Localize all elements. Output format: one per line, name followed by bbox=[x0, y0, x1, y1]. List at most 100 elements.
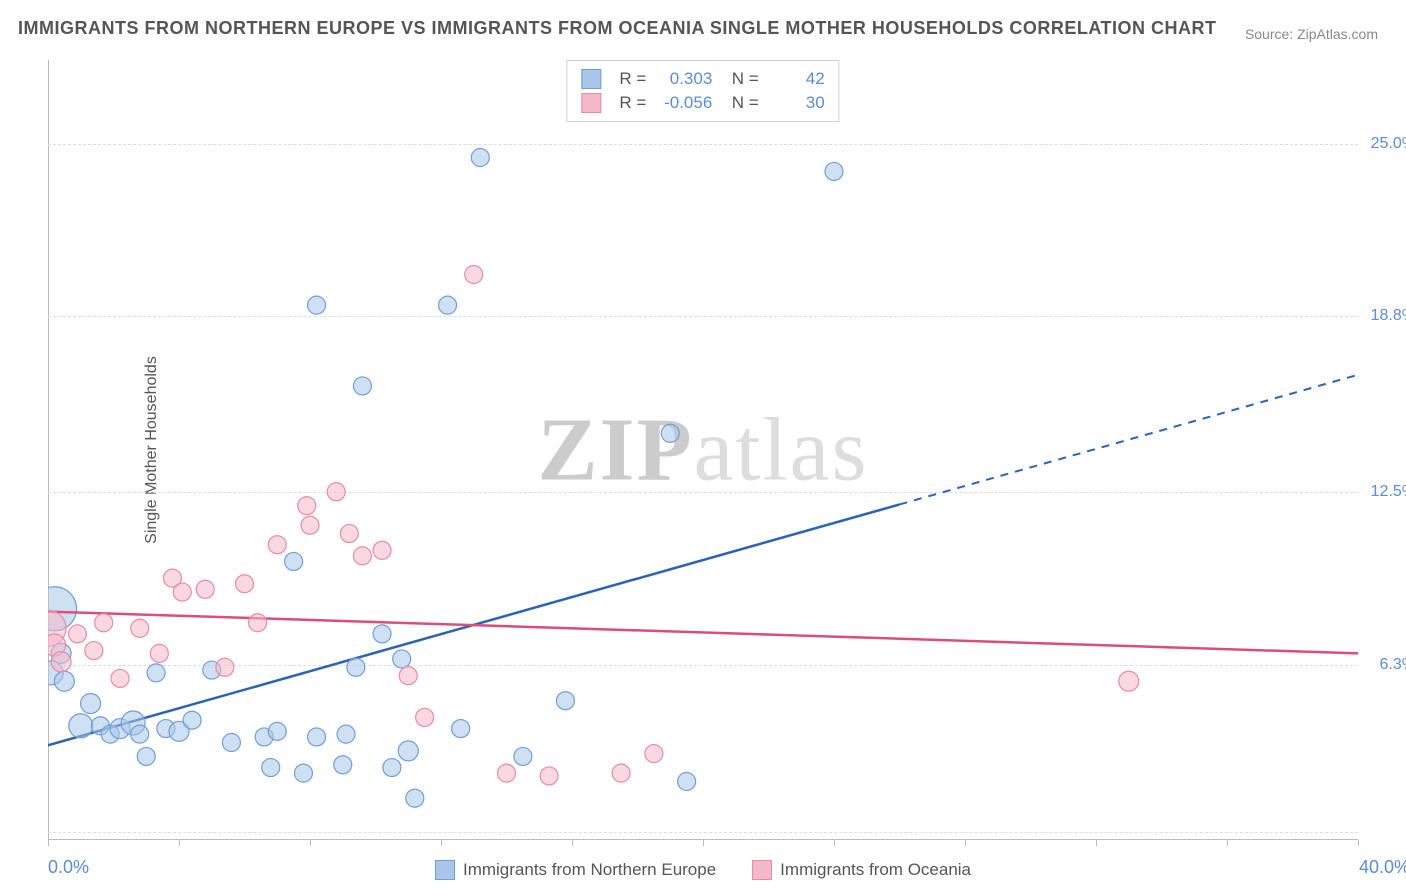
data-point-oceania bbox=[268, 536, 286, 554]
data-point-oceania bbox=[216, 658, 234, 676]
data-point-northern_europe bbox=[825, 162, 843, 180]
data-point-northern_europe bbox=[439, 296, 457, 314]
data-point-oceania bbox=[353, 547, 371, 565]
x-tick bbox=[310, 840, 311, 846]
legend-swatch-icon bbox=[435, 860, 455, 880]
x-tick bbox=[1227, 840, 1228, 846]
data-point-northern_europe bbox=[471, 149, 489, 167]
data-point-oceania bbox=[1119, 671, 1139, 691]
data-point-oceania bbox=[340, 525, 358, 543]
data-point-oceania bbox=[68, 625, 86, 643]
x-max-label: 40.0% bbox=[1359, 857, 1406, 878]
data-point-northern_europe bbox=[661, 424, 679, 442]
data-point-northern_europe bbox=[183, 711, 201, 729]
x-tick bbox=[1096, 840, 1097, 846]
data-point-northern_europe bbox=[308, 728, 326, 746]
legend-swatch-icon bbox=[581, 93, 601, 113]
legend-item: Immigrants from Northern Europe bbox=[435, 860, 716, 880]
data-point-northern_europe bbox=[262, 759, 280, 777]
data-point-oceania bbox=[173, 583, 191, 601]
data-point-oceania bbox=[540, 767, 558, 785]
series-legend: Immigrants from Northern Europe Immigrant… bbox=[435, 860, 971, 880]
r-value: 0.303 bbox=[656, 69, 712, 89]
data-point-northern_europe bbox=[337, 725, 355, 743]
data-point-oceania bbox=[399, 667, 417, 685]
trend-line-oceania bbox=[48, 612, 1358, 654]
legend-swatch-icon bbox=[752, 860, 772, 880]
correlation-legend: R = 0.303 N = 42 R = -0.056 N = 30 bbox=[566, 60, 839, 122]
n-value: 30 bbox=[769, 93, 825, 113]
data-point-oceania bbox=[236, 575, 254, 593]
data-point-oceania bbox=[131, 619, 149, 637]
data-point-northern_europe bbox=[285, 552, 303, 570]
r-value: -0.056 bbox=[656, 93, 712, 113]
source-label: Source: ZipAtlas.com bbox=[1245, 26, 1378, 42]
y-tick-label: 12.5% bbox=[1371, 483, 1406, 501]
x-tick bbox=[834, 840, 835, 846]
data-point-northern_europe bbox=[556, 692, 574, 710]
x-tick bbox=[1358, 840, 1359, 846]
n-label: N = bbox=[722, 93, 758, 113]
data-point-oceania bbox=[645, 745, 663, 763]
x-axis-row: 0.0% Immigrants from Northern EuropeImmi… bbox=[48, 848, 1358, 884]
data-point-oceania bbox=[301, 516, 319, 534]
legend-label: Immigrants from Oceania bbox=[780, 860, 971, 879]
data-point-northern_europe bbox=[131, 725, 149, 743]
data-point-oceania bbox=[51, 652, 71, 672]
x-tick bbox=[965, 840, 966, 846]
data-point-northern_europe bbox=[147, 664, 165, 682]
data-point-northern_europe bbox=[69, 714, 93, 738]
legend-item: Immigrants from Oceania bbox=[752, 860, 971, 880]
data-point-oceania bbox=[298, 497, 316, 515]
y-tick-label: 18.8% bbox=[1371, 307, 1406, 325]
plot-region: 6.3%12.5%18.8%25.0% bbox=[48, 60, 1358, 840]
data-point-northern_europe bbox=[54, 671, 74, 691]
data-point-northern_europe bbox=[347, 658, 365, 676]
data-point-oceania bbox=[150, 644, 168, 662]
data-point-northern_europe bbox=[373, 625, 391, 643]
data-point-oceania bbox=[416, 708, 434, 726]
data-point-northern_europe bbox=[137, 747, 155, 765]
data-point-northern_europe bbox=[383, 759, 401, 777]
data-point-oceania bbox=[327, 483, 345, 501]
data-point-northern_europe bbox=[353, 377, 371, 395]
correlation-legend-row: R = -0.056 N = 30 bbox=[581, 91, 824, 115]
x-min-label: 0.0% bbox=[48, 857, 89, 878]
legend-swatch-icon bbox=[581, 69, 601, 89]
r-label: R = bbox=[619, 69, 646, 89]
data-point-northern_europe bbox=[452, 720, 470, 738]
x-tick bbox=[179, 840, 180, 846]
chart-area: Single Mother Households ZIPatlas 6.3%12… bbox=[48, 60, 1358, 840]
data-point-northern_europe bbox=[678, 773, 696, 791]
data-point-oceania bbox=[111, 669, 129, 687]
correlation-legend-row: R = 0.303 N = 42 bbox=[581, 67, 824, 91]
data-point-oceania bbox=[612, 764, 630, 782]
data-point-northern_europe bbox=[294, 764, 312, 782]
x-tick bbox=[703, 840, 704, 846]
data-point-northern_europe bbox=[406, 789, 424, 807]
chart-title: IMMIGRANTS FROM NORTHERN EUROPE VS IMMIG… bbox=[18, 18, 1217, 39]
plot-svg bbox=[48, 60, 1358, 840]
legend-label: Immigrants from Northern Europe bbox=[463, 860, 716, 879]
data-point-oceania bbox=[249, 614, 267, 632]
data-point-oceania bbox=[465, 266, 483, 284]
data-point-northern_europe bbox=[81, 694, 101, 714]
x-tick bbox=[441, 840, 442, 846]
trend-line-dashed-northern_europe bbox=[900, 375, 1359, 505]
x-tick bbox=[48, 840, 49, 846]
data-point-northern_europe bbox=[308, 296, 326, 314]
x-tick bbox=[572, 840, 573, 846]
data-point-oceania bbox=[498, 764, 516, 782]
n-value: 42 bbox=[769, 69, 825, 89]
data-point-northern_europe bbox=[514, 747, 532, 765]
y-tick-label: 6.3% bbox=[1380, 656, 1406, 674]
data-point-oceania bbox=[373, 541, 391, 559]
data-point-oceania bbox=[95, 614, 113, 632]
data-point-oceania bbox=[85, 642, 103, 660]
r-label: R = bbox=[619, 93, 646, 113]
data-point-northern_europe bbox=[398, 741, 418, 761]
data-point-northern_europe bbox=[222, 734, 240, 752]
data-point-northern_europe bbox=[334, 756, 352, 774]
n-label: N = bbox=[722, 69, 758, 89]
data-point-oceania bbox=[196, 580, 214, 598]
